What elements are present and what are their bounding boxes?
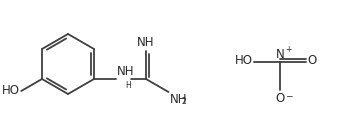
Text: HO: HO — [235, 55, 253, 67]
Text: HO: HO — [2, 84, 20, 98]
Text: 2: 2 — [182, 97, 186, 106]
Text: NH: NH — [117, 65, 135, 78]
Text: NH: NH — [169, 93, 187, 106]
Text: −: − — [285, 91, 292, 100]
Text: O: O — [307, 55, 316, 67]
Text: H: H — [125, 81, 131, 90]
Text: N: N — [275, 48, 284, 61]
Text: NH: NH — [137, 36, 155, 49]
Text: O: O — [275, 92, 285, 105]
Text: +: + — [285, 45, 291, 54]
